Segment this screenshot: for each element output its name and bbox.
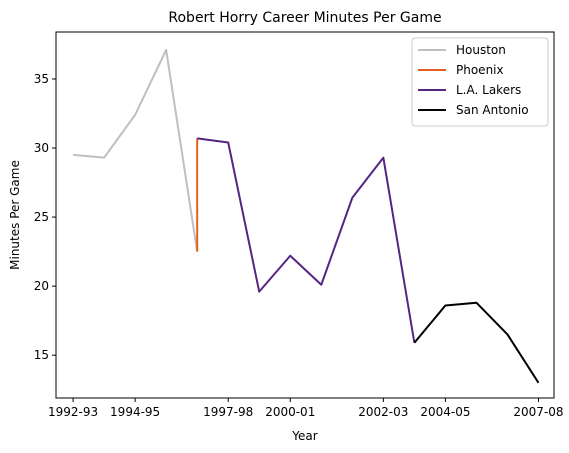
legend-label-san-antonio: San Antonio (456, 103, 529, 117)
series-layer (72, 48, 540, 384)
chart-title: Robert Horry Career Minutes Per Game (168, 10, 441, 26)
y-tick-label: 35 (34, 72, 49, 86)
x-axis-label: Year (291, 429, 317, 443)
series-line-houston (72, 48, 199, 252)
x-tick-label: 2000-01 (265, 405, 315, 419)
series-line-san-antonio (413, 301, 540, 384)
y-tick-label: 15 (34, 348, 49, 362)
legend-items: Houston Phoenix L.A. Lakers San Antonio (418, 43, 529, 117)
y-axis-ticks: 15 20 25 30 35 (34, 72, 56, 362)
x-tick-label: 2002-03 (358, 405, 408, 419)
legend-label-houston: Houston (456, 43, 506, 57)
x-tick-label: 1992-93 (48, 405, 98, 419)
legend-label-l-a-lakers: L.A. Lakers (456, 83, 521, 97)
legend-label-phoenix: Phoenix (456, 63, 504, 77)
legend-box (411, 37, 549, 127)
y-tick-label: 25 (34, 210, 49, 224)
x-tick-label: 2007-08 (513, 405, 563, 419)
y-tick-label: 20 (34, 279, 49, 293)
y-axis-label: Minutes Per Game (8, 160, 22, 270)
series-line-l-a-lakers (197, 137, 416, 343)
x-tick-label: 1994-95 (110, 405, 160, 419)
x-axis-ticks: 1992-93 1994-95 1997-98 2000-01 2002-03 2004-… (48, 398, 564, 419)
y-tick-label: 30 (34, 141, 49, 155)
legend: Houston Phoenix L.A. Lakers San Antonio (411, 37, 549, 127)
plot-frame (55, 31, 555, 399)
x-tick-label: 2004-05 (420, 405, 470, 419)
x-tick-label: 1997-98 (203, 405, 253, 419)
